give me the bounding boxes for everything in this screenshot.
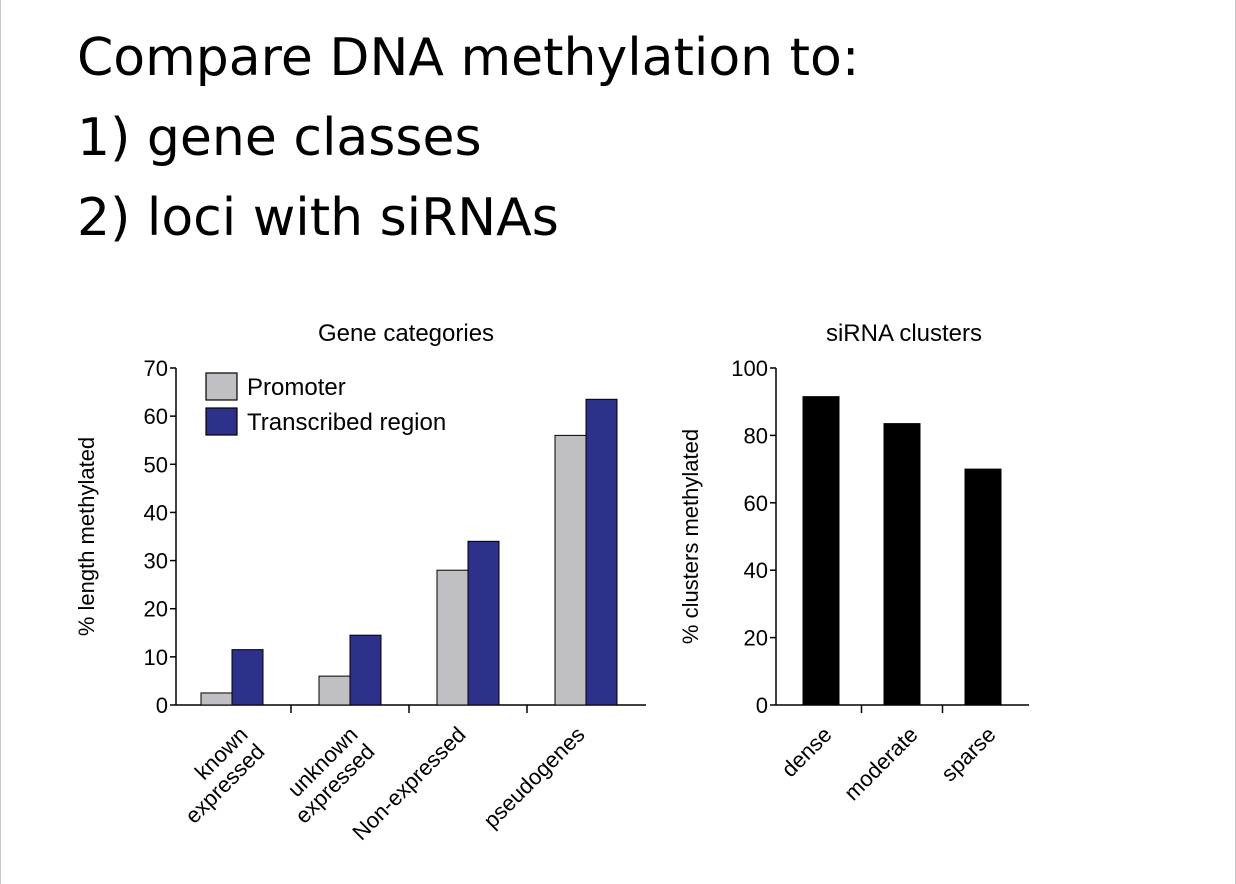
y-tick-label: 60 xyxy=(744,491,768,516)
bar-transcribed-region xyxy=(585,398,618,706)
x-category-label-line: sparse xyxy=(936,722,1000,786)
y-tick-label: 10 xyxy=(144,645,168,670)
bar xyxy=(883,423,921,706)
y-tick-label: 70 xyxy=(144,356,168,381)
bar xyxy=(964,468,1002,706)
bar-promoter xyxy=(436,569,469,706)
bar xyxy=(802,396,840,706)
y-tick-label: 30 xyxy=(144,549,168,574)
y-tick-label: 20 xyxy=(744,626,768,651)
bar-transcribed-region xyxy=(231,649,264,706)
chart-title: Gene categories xyxy=(318,320,494,347)
bar-promoter xyxy=(554,434,587,706)
y-tick-label: 20 xyxy=(144,597,168,622)
y-tick-label: 0 xyxy=(156,693,168,718)
x-category-label-line: Non-expressed xyxy=(347,722,470,845)
title-line-2: 1) gene classes xyxy=(77,108,482,168)
title-line-3: 2) loci with siRNAs xyxy=(77,188,559,248)
y-tick-label: 100 xyxy=(731,356,768,381)
legend-swatch xyxy=(205,372,238,401)
y-axis-label: % length methylated xyxy=(74,437,99,636)
y-axis-label: % clusters methylated xyxy=(678,429,703,644)
x-category-label: Non-expressed xyxy=(347,722,470,845)
y-tick-label: 80 xyxy=(744,423,768,448)
legend-label: Transcribed region xyxy=(247,409,446,436)
bar-transcribed-region xyxy=(467,540,500,706)
bar-promoter xyxy=(318,675,351,706)
x-category-label-line: pseudogenes xyxy=(478,722,589,833)
x-category-label: knownexpressed xyxy=(163,722,269,828)
y-tick-label: 40 xyxy=(144,500,168,525)
x-category-label: pseudogenes xyxy=(478,722,589,833)
slide-title: Compare DNA methylation to: 1) gene clas… xyxy=(77,18,859,258)
x-category-label-line: dense xyxy=(776,722,836,782)
bar-promoter xyxy=(200,692,233,706)
chart-title: siRNA clusters xyxy=(826,320,982,347)
x-category-label: moderate xyxy=(839,722,922,805)
legend-label: Promoter xyxy=(247,374,346,401)
sirna-clusters-chart: siRNA clusters 0 20 40 60 80 100 % clusters met… xyxy=(678,320,1029,805)
y-tick-label: 50 xyxy=(144,452,168,477)
title-line-1: Compare DNA methylation to: xyxy=(77,28,860,88)
x-category-label: dense xyxy=(776,722,836,782)
y-tick-label: 0 xyxy=(756,693,768,718)
gene-categories-chart: Gene categories 0 10 20 30 40 50 60 70 % length m… xyxy=(74,320,646,845)
bar-transcribed-region xyxy=(349,634,382,706)
y-tick-label: 40 xyxy=(744,558,768,583)
y-tick-label: 60 xyxy=(144,404,168,429)
legend-swatch xyxy=(205,407,238,436)
x-category-label: sparse xyxy=(936,722,1000,786)
x-category-label-line: moderate xyxy=(839,722,922,805)
